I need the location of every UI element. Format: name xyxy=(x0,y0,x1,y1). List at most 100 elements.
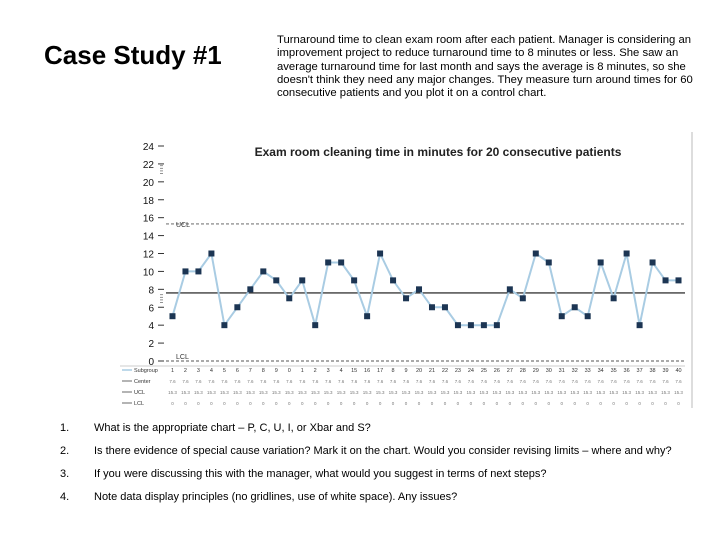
control-chart: Exam room cleaning time in minutes for 2… xyxy=(120,132,696,408)
table-cell: 0 xyxy=(599,401,602,406)
data-point xyxy=(260,268,267,275)
table-cell: 0 xyxy=(457,401,460,406)
table-cell: 0 xyxy=(353,401,356,406)
table-cell: 15.3 xyxy=(376,390,385,395)
table-cell: 15.3 xyxy=(454,390,463,395)
x-tick-label: 15 xyxy=(351,368,357,374)
y-tick-label: 2 xyxy=(148,339,154,350)
table-cell: 7.6 xyxy=(364,379,371,384)
table-cell: 7.6 xyxy=(649,379,656,384)
y-tick-label: 22 xyxy=(143,160,155,171)
table-cell: 7.6 xyxy=(338,379,345,384)
x-tick-label: 29 xyxy=(533,368,539,374)
x-tick-label: 38 xyxy=(650,368,656,374)
x-tick-label: 8 xyxy=(262,368,265,374)
data-point xyxy=(390,277,397,284)
table-cell: 7.6 xyxy=(403,379,410,384)
x-tick-label: 1 xyxy=(171,368,174,374)
y-tick-label: 12 xyxy=(143,250,155,261)
y-tick-label: 24 xyxy=(143,142,155,153)
data-point xyxy=(532,250,539,257)
data-point xyxy=(506,286,513,293)
table-cell: 0 xyxy=(275,401,278,406)
table-cell: 7.6 xyxy=(442,379,449,384)
table-cell: 7.6 xyxy=(662,379,669,384)
x-tick-label: 30 xyxy=(546,368,552,374)
table-cell: 7.6 xyxy=(481,379,488,384)
data-point xyxy=(454,322,461,329)
x-tick-label: 0 xyxy=(288,368,291,374)
table-row-label: LCL xyxy=(134,401,144,407)
table-cell: 15.3 xyxy=(181,390,190,395)
table-cell: 0 xyxy=(340,401,343,406)
table-cell: 15.3 xyxy=(531,390,540,395)
data-point xyxy=(377,250,384,257)
table-cell: 0 xyxy=(405,401,408,406)
data-point xyxy=(416,286,423,293)
table-cell: 7.6 xyxy=(182,379,189,384)
question-text: What is the appropriate chart – P, C, U,… xyxy=(94,422,371,434)
data-point xyxy=(221,322,228,329)
data-point xyxy=(480,322,487,329)
data-point xyxy=(675,277,682,284)
table-cell: 15.3 xyxy=(441,390,450,395)
table-cell: 15.3 xyxy=(596,390,605,395)
y-tick-label: 16 xyxy=(143,214,155,225)
table-cell: 0 xyxy=(171,401,174,406)
question-number: 4. xyxy=(60,491,70,503)
x-tick-label: 2 xyxy=(184,368,187,374)
table-row-label: UCL xyxy=(134,390,145,396)
question-number: 2. xyxy=(60,445,70,457)
table-cell: 7.6 xyxy=(520,379,527,384)
data-point xyxy=(649,259,656,266)
data-point xyxy=(182,268,189,275)
table-cell: 0 xyxy=(262,401,265,406)
table-cell: 15.3 xyxy=(350,390,359,395)
table-cell: 15.3 xyxy=(220,390,229,395)
table-cell: 0 xyxy=(548,401,551,406)
x-tick-label: 2 xyxy=(314,368,317,374)
data-point xyxy=(403,295,410,302)
table-cell: 7.6 xyxy=(468,379,475,384)
x-tick-label: 22 xyxy=(442,368,448,374)
x-tick-label: 16 xyxy=(364,368,370,374)
table-cell: 7.6 xyxy=(636,379,643,384)
table-cell: 7.6 xyxy=(455,379,462,384)
question-number: 3. xyxy=(60,468,70,480)
x-tick-label: 1 xyxy=(301,368,304,374)
table-cell: 7.6 xyxy=(169,379,176,384)
table-cell: 7.6 xyxy=(273,379,280,384)
data-point xyxy=(325,259,332,266)
table-cell: 0 xyxy=(210,401,213,406)
table-cell: 7.6 xyxy=(325,379,332,384)
data-point xyxy=(571,304,578,311)
table-cell: 7.6 xyxy=(429,379,436,384)
table-cell: 7.6 xyxy=(377,379,384,384)
table-cell: 15.3 xyxy=(311,390,320,395)
x-tick-label: 9 xyxy=(405,368,408,374)
table-cell: 0 xyxy=(677,401,680,406)
table-cell: 15.3 xyxy=(622,390,631,395)
table-cell: 15.3 xyxy=(661,390,670,395)
chart-background xyxy=(120,132,696,408)
table-cell: 7.6 xyxy=(234,379,241,384)
table-cell: 0 xyxy=(664,401,667,406)
x-tick-label: 4 xyxy=(210,368,213,374)
table-cell: 15.3 xyxy=(324,390,333,395)
data-point xyxy=(364,313,371,320)
table-cell: 15.3 xyxy=(389,390,398,395)
table-cell: 0 xyxy=(612,401,615,406)
data-point xyxy=(299,277,306,284)
question-item: 4. Note data display principles (no grid… xyxy=(60,491,700,504)
table-cell: 15.3 xyxy=(492,390,501,395)
data-point xyxy=(169,313,176,320)
table-cell: 0 xyxy=(560,401,563,406)
table-cell: 7.6 xyxy=(221,379,228,384)
table-cell: 15.3 xyxy=(272,390,281,395)
table-cell: 15.3 xyxy=(518,390,527,395)
table-cell: 7.6 xyxy=(195,379,202,384)
table-cell: 15.3 xyxy=(635,390,644,395)
table-cell: 0 xyxy=(184,401,187,406)
ucl-label: UCL xyxy=(176,222,190,229)
table-cell: 7.6 xyxy=(533,379,540,384)
